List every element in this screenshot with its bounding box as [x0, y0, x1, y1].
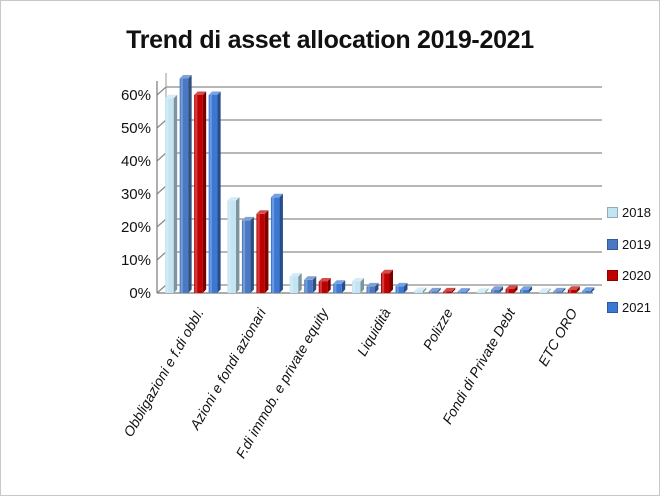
bar-2018: [289, 273, 302, 293]
bar-2021: [270, 193, 283, 293]
bar-2021: [520, 286, 533, 293]
bar-2018: [476, 288, 489, 293]
bar-2020: [318, 277, 331, 293]
bar-2018: [165, 94, 178, 293]
y-tick-label: 40%: [121, 153, 151, 170]
legend-label: 2019: [622, 236, 651, 252]
legend-item-2020: 2020: [607, 260, 651, 292]
legend-item-2018: 2018: [607, 197, 651, 229]
legend-item-2019: 2019: [607, 229, 651, 261]
x-tick-label: Liquidità: [354, 305, 394, 358]
x-axis-labels: Obbligazioni e f.di obbl.Azioni e fondi …: [120, 305, 580, 461]
y-tick-label: 0%: [129, 285, 151, 302]
bar-2018: [227, 197, 240, 293]
bar-2019: [553, 287, 566, 293]
bar-2020: [567, 286, 580, 293]
bar-2019: [366, 282, 379, 293]
y-tick-label: 30%: [121, 186, 151, 203]
legend-item-2021: 2021: [607, 292, 651, 324]
bar-2019: [491, 286, 504, 293]
bar-2018: [352, 277, 364, 293]
legend-label: 2018: [622, 205, 651, 221]
legend-label: 2021: [622, 299, 651, 315]
legend-label: 2020: [622, 268, 651, 284]
bar-2018: [414, 287, 427, 293]
legend-swatch: [607, 270, 618, 282]
y-axis: 0% 10% 20% 30% 40% 50% 60%: [121, 87, 151, 302]
bar-2020: [256, 210, 269, 293]
bar-2018: [538, 288, 551, 293]
bar-2021: [333, 280, 346, 293]
bar-2019: [304, 276, 317, 293]
bar-2021: [208, 91, 221, 293]
grid-lines: [156, 73, 602, 294]
x-tick-label: Polizze: [419, 305, 456, 352]
x-tick-label: Fondi di Private Debt: [439, 305, 519, 427]
bar-2020: [381, 269, 393, 293]
bar-2021: [395, 282, 408, 293]
bar-2019: [241, 216, 254, 293]
bar-2020: [194, 91, 207, 293]
bar-2020: [443, 287, 456, 293]
bar-2019: [428, 287, 441, 293]
y-tick-label: 60%: [121, 87, 151, 104]
bar-2020: [505, 285, 518, 293]
legend-swatch: [607, 301, 618, 313]
x-tick-label: ETC ORO: [535, 305, 581, 368]
bar-2021: [582, 287, 595, 293]
legend: 2018 2019 2020 2021: [607, 197, 651, 323]
legend-swatch: [607, 238, 618, 250]
y-tick-label: 50%: [121, 120, 151, 137]
legend-swatch: [607, 207, 618, 219]
bar-2019: [179, 75, 192, 293]
y-tick-label: 10%: [121, 252, 151, 269]
bars: [165, 75, 595, 293]
y-tick-label: 20%: [121, 219, 151, 236]
bar-2021: [457, 288, 470, 293]
chart-title: Trend di asset allocation 2019-2021: [126, 26, 534, 54]
